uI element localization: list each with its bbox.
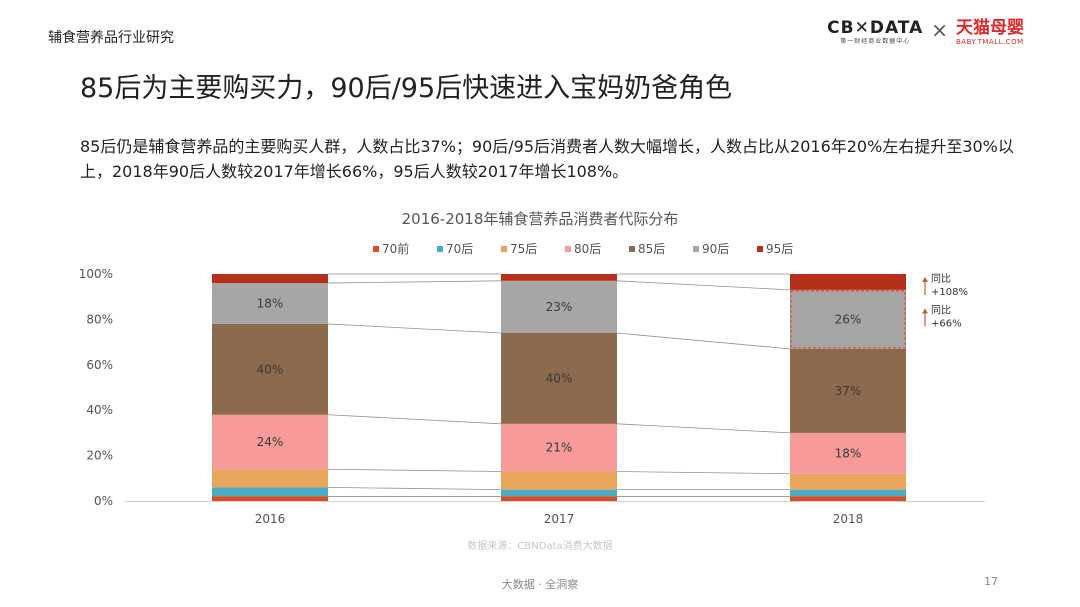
cbndata-logo-subtitle: 第一财经商业数据中心 [840, 38, 911, 45]
annotation-label: 同比 [931, 273, 951, 285]
y-tick-label: 100% [79, 267, 113, 281]
y-tick-label: 20% [86, 449, 113, 463]
series-connector-line [616, 423, 791, 434]
legend-label: 85后 [638, 242, 665, 256]
y-tick-label: 40% [86, 403, 113, 417]
series-connector-line [327, 486, 502, 491]
bar-segment [501, 274, 617, 281]
data-label: 40% [257, 362, 284, 376]
summary-text: 85后仍是辅食营养品的主要购买人群，人数占比37%；90后/95后消费者人数大幅… [80, 137, 1014, 181]
tmall-logo-text: 天猫母婴 [956, 18, 1024, 38]
legend-label: 70后 [446, 242, 473, 256]
legend-label: 75后 [510, 242, 537, 256]
y-tick-label: 60% [86, 358, 113, 372]
data-label: 18% [257, 297, 284, 311]
legend-label: 90后 [702, 242, 729, 256]
data-label: 37% [835, 384, 862, 398]
bar-segment [790, 274, 906, 290]
page-title: 85后为主要购买力，90后/95后快速进入宝妈奶爸角色 [80, 73, 733, 104]
data-source: 数据来源：CBNData消费大数据 [467, 541, 613, 552]
legend-swatch [693, 246, 699, 252]
bar-segment [790, 473, 906, 490]
bar-segment [212, 414, 328, 470]
series-connector-line [327, 323, 502, 334]
legend-swatch [565, 246, 571, 252]
bar-segment [501, 333, 617, 424]
annotation-value: +66% [931, 318, 962, 329]
footer-tagline: 大数据 · 全洞察 [501, 578, 579, 591]
chart-title: 2016-2018年辅食营养品消费者代际分布 [401, 210, 679, 228]
bar-segment [212, 469, 328, 488]
bar-segment [212, 496, 328, 501]
bar-segment [212, 274, 328, 284]
bar-segment [212, 487, 328, 497]
series-connector-line [616, 332, 791, 350]
annotation-label: 同比 [931, 304, 951, 316]
bar-segment [790, 489, 906, 497]
data-label: 26% [835, 312, 862, 326]
arrow-up-icon [922, 277, 928, 282]
data-label: 24% [257, 435, 284, 449]
section-label: 辅食营养品行业研究 [48, 30, 174, 46]
bar-segment [212, 283, 328, 324]
bar-segment [790, 348, 906, 433]
legend-label: 80后 [574, 242, 601, 256]
brand-logos: CB✕DATA 第一财经商业数据中心 × 天猫母婴 BABY.TMALL.COM [827, 18, 1024, 47]
bar-segment [790, 289, 906, 349]
legend-swatch [757, 246, 763, 252]
series-connector-line [616, 280, 791, 291]
data-label: 40% [546, 371, 573, 385]
data-label: 23% [546, 300, 573, 314]
legend-swatch [373, 246, 379, 252]
x-tick-label: 2016 [255, 512, 286, 526]
page-number: 17 [984, 575, 998, 588]
series-connector-line [327, 414, 502, 425]
brand-separator-icon: × [931, 18, 948, 42]
x-tick-label: 2018 [833, 512, 864, 526]
series-connector-line [327, 468, 502, 472]
bar-segment [790, 496, 906, 501]
highlight-box [790, 290, 906, 349]
y-tick-label: 80% [86, 312, 113, 326]
legend-swatch [501, 246, 507, 252]
series-connector-line [327, 280, 502, 284]
legend-swatch [437, 246, 443, 252]
x-tick-label: 2017 [544, 512, 575, 526]
bar-segment [501, 496, 617, 501]
bar-segment [501, 489, 617, 497]
annotation-value: +108% [931, 287, 968, 298]
bar-segment [212, 323, 328, 415]
cbndata-logo: CB✕DATA 第一财经商业数据中心 [827, 18, 923, 46]
tmall-logo: 天猫母婴 BABY.TMALL.COM [956, 18, 1024, 47]
tmall-logo-subtitle: BABY.TMALL.COM [956, 38, 1024, 46]
bar-segment [501, 423, 617, 472]
series-connector-line [616, 471, 791, 475]
bar-segment [501, 471, 617, 490]
bar-segment [501, 280, 617, 334]
data-label: 21% [546, 441, 573, 455]
cbndata-logo-text: CB✕DATA [827, 18, 924, 38]
arrow-up-icon [922, 308, 928, 314]
bar-segment [790, 432, 906, 474]
y-tick-label: 0% [94, 494, 113, 508]
legend-swatch [629, 246, 635, 252]
legend-label: 70前 [382, 241, 409, 256]
legend-label: 95后 [766, 242, 793, 256]
data-label: 18% [835, 446, 862, 460]
